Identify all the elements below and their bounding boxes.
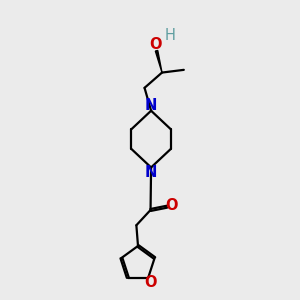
Text: N: N [145,98,157,113]
Text: O: O [144,275,157,290]
Text: N: N [145,165,157,180]
Text: H: H [165,28,176,43]
Polygon shape [155,50,162,73]
Text: O: O [150,37,162,52]
Text: O: O [166,198,178,213]
